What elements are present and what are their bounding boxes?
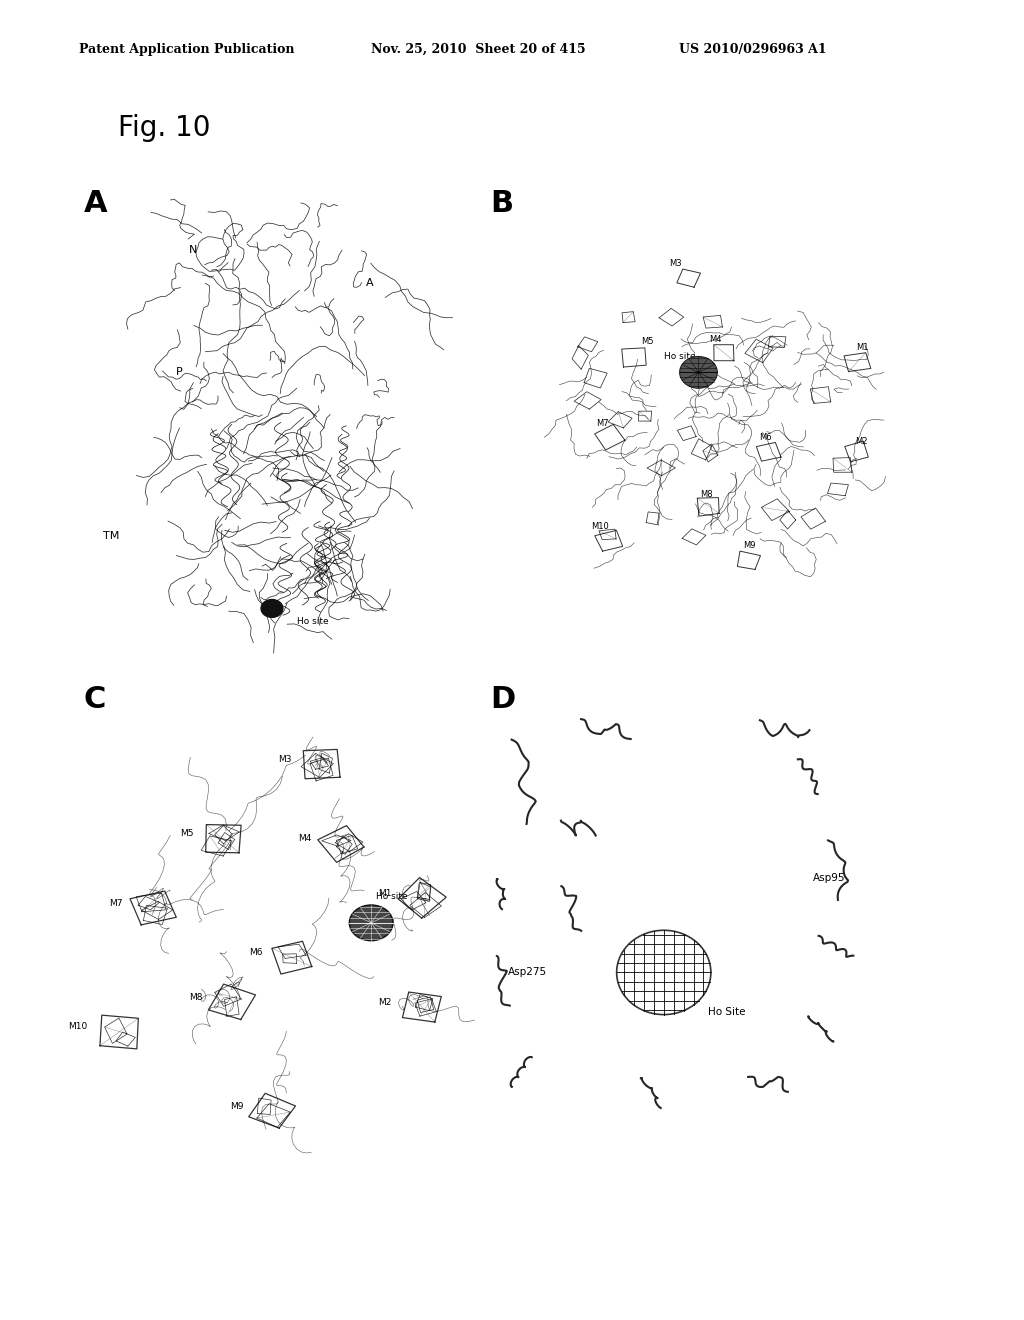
Text: M6: M6: [250, 948, 263, 957]
Ellipse shape: [261, 599, 283, 618]
Text: M2: M2: [855, 437, 867, 446]
Text: M10: M10: [69, 1023, 87, 1031]
Text: Asp95: Asp95: [812, 874, 845, 883]
Text: M4: M4: [709, 335, 721, 345]
Text: Asp275: Asp275: [508, 968, 547, 977]
Text: M7: M7: [596, 418, 608, 428]
Text: Ho site: Ho site: [376, 892, 408, 902]
Text: Fig. 10: Fig. 10: [118, 115, 211, 143]
Ellipse shape: [680, 356, 718, 388]
Text: M1: M1: [856, 343, 868, 351]
Text: A: A: [84, 189, 108, 218]
Text: M9: M9: [742, 541, 756, 550]
Text: Ho Site: Ho Site: [709, 1007, 745, 1018]
Text: M8: M8: [699, 490, 713, 499]
Text: M3: M3: [670, 259, 682, 268]
Text: M9: M9: [229, 1102, 244, 1111]
Text: P: P: [176, 367, 182, 378]
Text: M2: M2: [379, 998, 392, 1007]
Text: M10: M10: [592, 521, 609, 531]
Text: US 2010/0296963 A1: US 2010/0296963 A1: [679, 44, 826, 55]
Text: TM: TM: [103, 531, 120, 541]
Text: M7: M7: [109, 899, 122, 908]
Text: Ho site: Ho site: [664, 352, 695, 360]
Ellipse shape: [349, 906, 393, 941]
Text: M1: M1: [379, 888, 392, 898]
Text: D: D: [490, 685, 515, 714]
Text: M8: M8: [189, 993, 203, 1002]
Text: M3: M3: [279, 755, 292, 764]
Text: Ho site: Ho site: [297, 618, 329, 627]
Text: B: B: [490, 189, 513, 218]
Text: M4: M4: [298, 834, 311, 843]
Text: A: A: [367, 279, 374, 288]
Text: Nov. 25, 2010  Sheet 20 of 415: Nov. 25, 2010 Sheet 20 of 415: [371, 44, 586, 55]
Text: N: N: [189, 246, 198, 255]
Text: M5: M5: [180, 829, 194, 838]
Text: C: C: [84, 685, 105, 714]
Text: M6: M6: [759, 433, 772, 442]
Text: M5: M5: [642, 338, 654, 346]
Text: Patent Application Publication: Patent Application Publication: [79, 44, 294, 55]
